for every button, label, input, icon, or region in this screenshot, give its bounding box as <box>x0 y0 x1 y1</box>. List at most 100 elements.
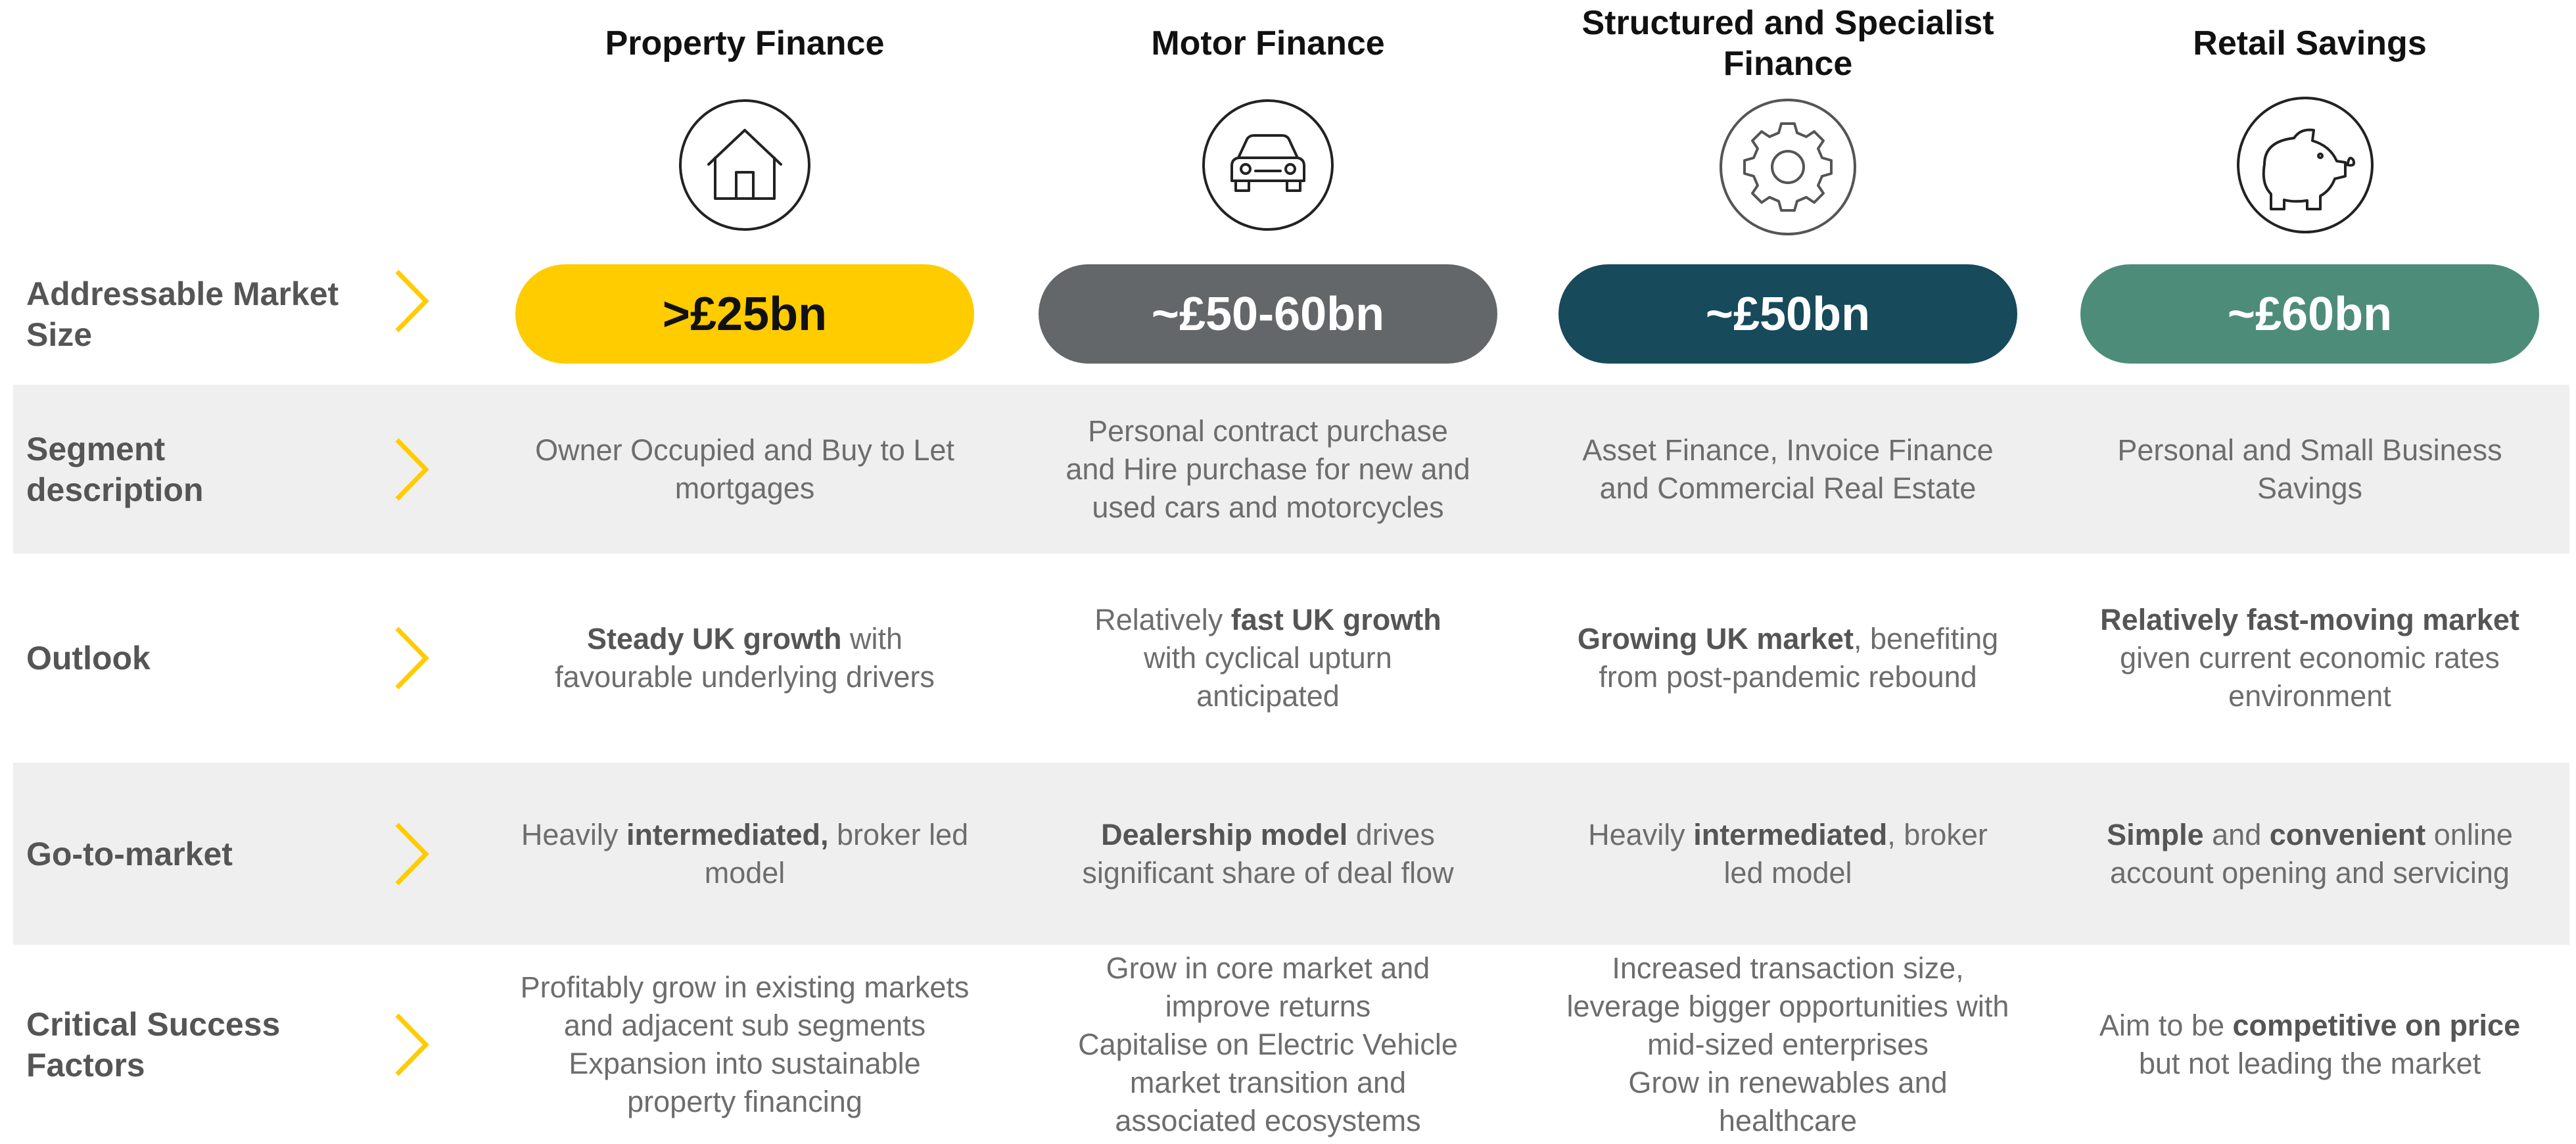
text-line: Steady UK growth with <box>587 620 902 658</box>
cell: Growing UK market, benefiting from post-p… <box>1527 554 2049 763</box>
text-run: market transition and <box>1129 1065 1407 1099</box>
market-size-pill: ~£60bn <box>2080 264 2539 364</box>
text-run: Relatively <box>1094 603 1231 636</box>
text-line: given current economic rates <box>2120 639 2500 677</box>
text-run: Personal and Small Business <box>2117 433 2502 467</box>
cell: Profitably grow in existing markets and a… <box>484 945 1006 1144</box>
text-run: intermediated <box>1693 817 1888 851</box>
text-line: Heavily intermediated, broker led <box>521 816 968 854</box>
cell: Relatively fast-moving market given curre… <box>2049 554 2571 763</box>
text-run: and Hire purchase for new and <box>1066 452 1470 486</box>
icon-circle <box>2237 97 2374 233</box>
chevron-path <box>395 627 429 690</box>
text-run: leverage bigger opportunities with <box>1566 989 2009 1023</box>
text-line: from post-pandemic rebound <box>1599 658 1977 696</box>
cell: Steady UK growth with favourable underlyi… <box>484 554 1006 763</box>
cell: Personal and Small Business Savings <box>2049 385 2571 554</box>
text-run: Relatively fast-moving market <box>2100 603 2519 636</box>
text-line: mortgages <box>675 469 815 508</box>
text-run: Profitably grow in existing markets <box>520 970 970 1004</box>
text-run: fast UK growth <box>1230 603 1441 636</box>
text-run: with <box>841 622 903 655</box>
text-line: anticipated <box>1196 677 1340 715</box>
text-run: competitive on price <box>2232 1008 2521 1042</box>
text-run: Expansion into sustainable <box>569 1046 921 1080</box>
gear-icon <box>1743 122 1833 212</box>
market-size-pill: >£25bn <box>515 264 974 364</box>
text-run: convenient <box>2269 817 2426 851</box>
row-label: Go-to-market <box>26 835 233 872</box>
cell: Simple and convenient online account open… <box>2049 763 2571 945</box>
row-band <box>13 385 2569 554</box>
text-line: significant share of deal flow <box>1082 854 1453 892</box>
text-line: Relatively fast UK growth <box>1094 601 1441 639</box>
text-line: Capitalise on Electric Vehicle <box>1078 1026 1458 1064</box>
text-run: from post-pandemic rebound <box>1599 660 1977 694</box>
chevron <box>395 822 429 885</box>
cell: Heavily intermediated, broker led model <box>484 763 1006 945</box>
text-line: Growing UK market, benefiting <box>1578 620 1998 658</box>
car-icon <box>1230 134 1305 192</box>
row-label: Critical Success Factors <box>26 1005 281 1084</box>
text-run: broker led <box>828 817 969 851</box>
column-title: Motor Finance <box>1151 24 1385 62</box>
car-light <box>1284 163 1296 175</box>
chevron <box>395 627 429 690</box>
text-line: improve returns <box>1165 988 1371 1026</box>
text-run: account opening and servicing <box>2110 855 2510 890</box>
text-line: Increased transaction size, <box>1612 949 1963 988</box>
text-line: model <box>705 854 785 892</box>
text-run: favourable underlying drivers <box>555 660 935 694</box>
text-line: and Hire purchase for new and <box>1066 450 1470 489</box>
text-line: healthcare <box>1719 1102 1857 1140</box>
piggy-eye <box>2317 153 2324 159</box>
row-label: Addressable Market Size <box>26 275 339 353</box>
cell: Owner Occupied and Buy to Let mortgages <box>484 385 1006 554</box>
house-icon <box>707 129 782 200</box>
cell: Increased transaction size, leverage bigg… <box>1527 945 2049 1144</box>
icon-circle <box>1202 99 1334 231</box>
text-line: environment <box>2228 677 2391 715</box>
text-run: environment <box>2228 679 2391 713</box>
text-line: Dealership model drives <box>1101 816 1435 854</box>
text-run: anticipated <box>1196 679 1340 713</box>
text-line: Owner Occupied and Buy to Let <box>535 431 954 469</box>
text-line: with cyclical upturn <box>1144 639 1392 677</box>
text-run: Heavily <box>521 817 626 851</box>
text-line: and adjacent sub segments <box>564 1007 925 1045</box>
text-line: and Commercial Real Estate <box>1600 469 1977 508</box>
text-run: Grow in renewables and <box>1628 1065 1948 1099</box>
cell: Dealership model drives significant share… <box>1007 763 1529 945</box>
text-run: model <box>704 855 785 890</box>
text-run: Savings <box>2257 471 2363 505</box>
text-line: Aim to be competitive on price <box>2099 1007 2520 1045</box>
gear-hub <box>1771 150 1805 184</box>
piggy-icon <box>2262 128 2356 210</box>
row-label: Segment description <box>26 430 204 508</box>
text-run: with cyclical upturn <box>1144 641 1392 675</box>
text-run: Grow in core market and <box>1106 951 1430 985</box>
chevron-path <box>395 822 429 885</box>
text-run: mortgages <box>674 471 815 505</box>
text-run: given current economic rates <box>2120 641 2500 675</box>
text-run: , benefiting <box>1853 622 1999 655</box>
text-line: Savings <box>2257 469 2362 508</box>
market-size-pill: ~£50-60bn <box>1039 264 1497 364</box>
text-line: market transition and <box>1130 1064 1406 1102</box>
text-run: Steady UK growth <box>586 622 842 655</box>
chevron-path <box>395 270 429 333</box>
text-line: mid-sized enterprises <box>1647 1026 1929 1064</box>
chevron <box>395 270 429 333</box>
text-line: associated ecosystems <box>1115 1102 1420 1140</box>
text-line: favourable underlying drivers <box>555 658 935 696</box>
text-line: used cars and motorcycles <box>1092 489 1443 527</box>
cell: Grow in core market and improve returns Ca… <box>1007 945 1529 1144</box>
car-light <box>1240 163 1252 175</box>
text-line: Heavily intermediated, broker <box>1588 816 1988 854</box>
text-run: healthcare <box>1718 1103 1858 1137</box>
text-line: property financing <box>627 1083 862 1121</box>
text-run: Aim to be <box>2099 1008 2233 1042</box>
text-line: Personal contract purchase <box>1088 412 1448 450</box>
text-line: but not leading the market <box>2139 1045 2481 1083</box>
